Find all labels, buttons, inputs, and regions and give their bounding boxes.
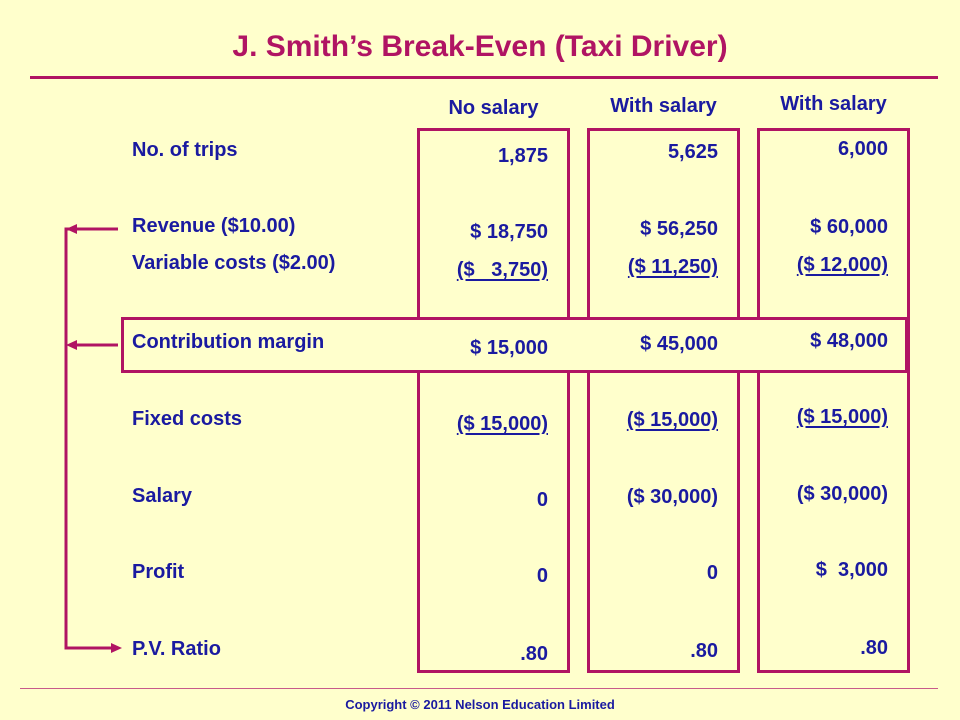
value-pv-col3: .80 [860, 637, 888, 659]
column-box-with-salary-1 [587, 128, 740, 673]
value-salary-col1: 0 [536, 489, 548, 511]
copyright-text: Copyright © 2011 Nelson Education Limite… [345, 697, 615, 712]
value-trips-col3: 6,000 [837, 138, 888, 160]
value-trips-col2: 5,625 [667, 141, 718, 163]
row-label-pv-ratio: P.V. Ratio [132, 638, 221, 660]
row-label-trips: No. of trips [132, 139, 238, 161]
row-label-profit: Profit [132, 561, 185, 583]
value-variable-col2: ($ 11,250) [627, 256, 718, 278]
value-salary-col2: ($ 30,000) [626, 486, 718, 508]
value-trips-col1: 1,875 [497, 145, 548, 167]
value-fixed-col2: ($ 15,000) [626, 409, 718, 431]
row-label-contribution-margin: Contribution margin [132, 331, 325, 353]
value-fixed-col1: ($ 15,000) [456, 413, 548, 435]
column-header-with-salary-2: With salary [780, 93, 887, 115]
column-box-with-salary-2 [757, 128, 910, 673]
row-label-revenue: Revenue ($10.00) [132, 215, 296, 237]
value-variable-col1: ($ 3,750) [456, 259, 548, 281]
footer-rule [20, 688, 938, 689]
value-profit-col1: 0 [536, 565, 548, 587]
value-fixed-col3: ($ 15,000) [796, 406, 888, 428]
value-revenue-col3: $ 60,000 [810, 216, 888, 238]
row-label-variable-costs: Variable costs ($2.00) [132, 252, 336, 274]
row-label-fixed-costs: Fixed costs [132, 408, 243, 430]
column-header-with-salary-1: With salary [610, 95, 717, 117]
column-box-no-salary [417, 128, 570, 673]
value-cm-col2: $ 45,000 [640, 333, 718, 355]
contribution-margin-band [121, 317, 908, 373]
value-cm-col1: $ 15,000 [470, 337, 548, 359]
row-label-salary: Salary [132, 485, 193, 507]
value-revenue-col1: $ 18,750 [470, 221, 548, 243]
value-pv-col2: .80 [690, 640, 718, 662]
value-variable-col3: ($ 12,000) [796, 254, 888, 276]
value-pv-col1: .80 [520, 643, 548, 665]
column-header-no-salary: No salary [448, 97, 539, 119]
slide-title: J. Smith’s Break-Even (Taxi Driver) [232, 30, 728, 63]
value-profit-col2: 0 [706, 562, 718, 584]
title-rule [30, 76, 938, 79]
value-revenue-col2: $ 56,250 [640, 218, 718, 240]
value-profit-col3: $ 3,000 [815, 559, 888, 581]
arrow-head-cm [66, 340, 77, 350]
arrow-head-revenue [66, 224, 77, 234]
value-salary-col3: ($ 30,000) [796, 483, 888, 505]
value-cm-col3: $ 48,000 [810, 330, 888, 352]
arrow-head-pv [111, 643, 122, 653]
